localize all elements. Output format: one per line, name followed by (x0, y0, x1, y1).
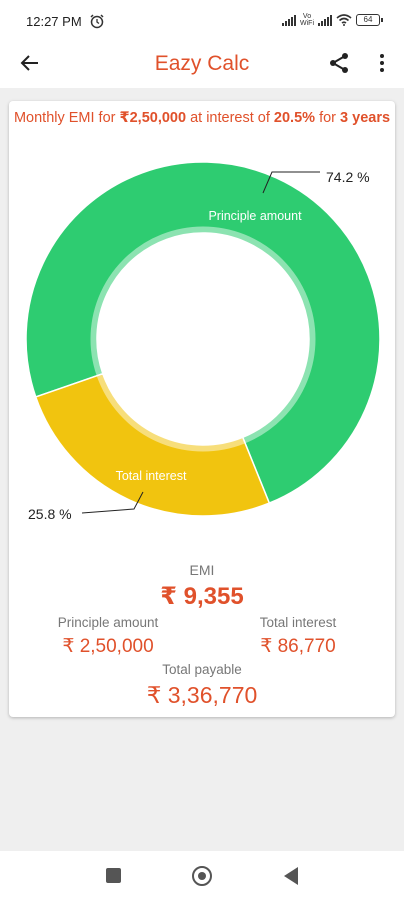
principal-value: ₹ 2,50,000 (62, 636, 154, 657)
donut-inner-ring (90, 226, 316, 452)
emi-label: EMI (189, 562, 215, 578)
percent-label-interest: 25.8 % (28, 506, 72, 522)
headline-for: for (315, 110, 341, 126)
leader-line-principal (262, 171, 320, 194)
total-payable-label: Total payable (162, 662, 242, 677)
circle-icon[interactable] (192, 866, 212, 886)
triangle-back-icon[interactable] (284, 867, 298, 885)
slice-label-interest: Total interest (116, 469, 187, 483)
system-nav-bar (0, 851, 404, 900)
headline-rate: 20.5% (273, 110, 316, 126)
page-title: Eazy Calc (154, 52, 250, 75)
slice-label-principal: Principle amount (208, 209, 302, 223)
more-vert-icon[interactable] (370, 51, 394, 75)
slice-principal (25, 161, 381, 505)
interest-value: ₹ 86,770 (260, 636, 336, 657)
interest-label: Total interest (259, 615, 337, 630)
headline-duration: 3 years (340, 110, 391, 126)
square-icon[interactable] (106, 868, 121, 883)
emi-value: ₹ 9,355 (160, 583, 244, 610)
leader-line-interest (81, 491, 144, 514)
signal-icon (282, 14, 296, 26)
percent-label-principal: 74.2 % (326, 169, 370, 185)
vowifi-label: Vo WiFi (300, 13, 314, 27)
arrow-left-icon[interactable] (18, 51, 42, 75)
emi-headline: Monthly EMI for ₹2,50,000 at interest of… (9, 108, 395, 128)
signal-icon-2 (318, 14, 332, 26)
principal-label: Principle amount (57, 615, 159, 630)
donut-hole (98, 234, 308, 444)
alarm-icon (90, 14, 104, 29)
headline-amount: ₹2,50,000 (119, 110, 187, 126)
status-bar: 12:27 PM Vo WiFi 64 (0, 0, 404, 42)
wifi-icon (336, 14, 352, 26)
battery-icon: 64 (356, 14, 383, 26)
share-icon[interactable] (327, 51, 351, 75)
status-icons: Vo WiFi 64 (282, 13, 383, 27)
status-time: 12:27 PM (26, 14, 82, 29)
total-payable-value: ₹ 3,36,770 (146, 682, 258, 708)
slice-interest (34, 372, 271, 517)
emi-donut-chart: Principle amount Total interest 74.2 % 25.8… (25, 161, 381, 522)
app-bar: Eazy Calc (0, 42, 404, 88)
headline-prefix: Monthly EMI for (13, 110, 120, 126)
headline-middle: at interest of (186, 110, 274, 126)
